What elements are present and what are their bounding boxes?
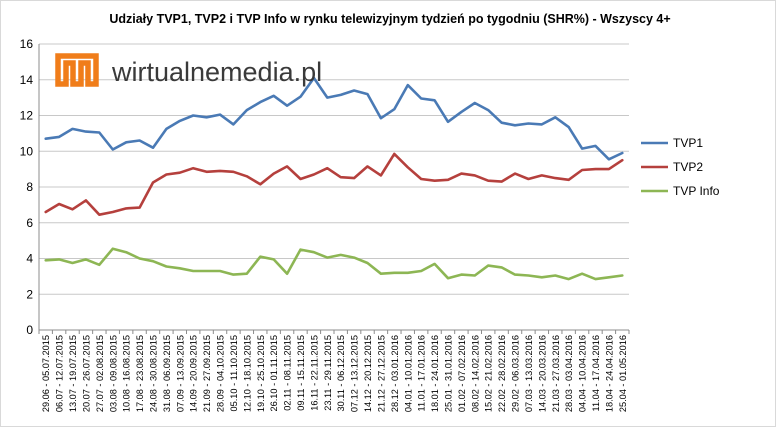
x-tick-label: 14.03 - 20.03.2016: [537, 335, 547, 412]
x-tick-label: 20.07 - 26.07.2015: [81, 335, 91, 412]
x-tick-label: 07.09 - 13.09.2015: [175, 335, 185, 412]
x-tick-label: 13.07 - 19.07.2015: [68, 335, 78, 412]
x-tick-label: 22.02 - 28.02.2016: [497, 335, 507, 412]
x-tick-label: 28.03 - 03.04.2016: [564, 335, 574, 412]
x-tick-label: 04.04 - 10.04.2016: [578, 335, 588, 412]
series-line-tvp1: [44, 76, 624, 161]
series-line-tvp2: [44, 152, 624, 216]
legend-label-tvp2: TVP2: [673, 160, 703, 174]
x-tick-label: 21.12 - 27.12.2015: [376, 335, 386, 412]
y-tick-label: 4: [26, 252, 33, 266]
y-tick-label: 0: [26, 323, 33, 337]
x-tick-label: 11.04 - 17.04.2016: [591, 335, 601, 411]
x-tick-label: 06.07 - 12.07.2015: [55, 335, 65, 412]
x-tick-label: 03.08 - 09.08.2015: [108, 335, 118, 412]
x-tick-label: 25.01 - 31.01.2016: [443, 335, 453, 412]
watermark-text: wirtualnemedia.pl: [111, 57, 322, 87]
y-tick-label: 6: [26, 216, 33, 230]
y-tick-label: 8: [26, 180, 33, 194]
wirtualnemedia-logo-icon: [55, 53, 99, 87]
x-tick-label: 07.12 - 13.12.2015: [350, 335, 360, 412]
x-tick-label: 02.11 - 08.11.2015: [283, 335, 293, 411]
x-tick-label: 28.12 - 03.01.2016: [390, 335, 400, 412]
x-tick-label: 12.10 - 18.10.2015: [242, 335, 252, 412]
x-tick-label: 04.01 - 10.01.2016: [403, 335, 413, 412]
series-line-tvp-info: [44, 247, 624, 281]
x-tick-label: 27.07 - 02.08.2015: [95, 335, 105, 412]
x-tick-label: 19.10 - 25.10.2015: [256, 335, 266, 412]
x-tick-label: 05.10 - 11.10.2015: [229, 335, 239, 411]
x-tick-label: 29.02 - 06.03.2016: [511, 335, 521, 412]
chart-title: Udziały TVP1, TVP2 i TVP Info w rynku te…: [109, 12, 670, 26]
x-tick-label: 21.09 - 27.09.2015: [202, 335, 212, 412]
x-tick-label: 10.08 - 16.08.2015: [122, 335, 132, 412]
x-tick-label: 24.08 - 30.08.2015: [148, 335, 158, 412]
x-tick-label: 15.02 - 21.02.2016: [484, 335, 494, 412]
x-tick-label: 07.03 - 13.03.2016: [524, 335, 534, 412]
y-tick-label: 14: [20, 73, 34, 87]
y-tick-label: 12: [20, 109, 34, 123]
x-tick-label: 29.06 - 05.07.2015: [41, 335, 51, 412]
legend: TVP1 TVP2 TVP Info: [641, 136, 720, 198]
x-tick-label: 09.11 - 15.11.2015: [296, 335, 306, 411]
watermark-logo: wirtualnemedia.pl: [55, 53, 322, 87]
x-tick-label: 18.01 - 24.01.2016: [430, 335, 440, 412]
x-tick-label: 11.01 - 17.01.2016: [417, 335, 427, 411]
x-tick-label: 17.08 - 23.08.2015: [135, 335, 145, 412]
legend-label-tvp1: TVP1: [673, 136, 703, 150]
x-tick-label: 30.11 - 06.12.2015: [336, 335, 346, 411]
x-tick-label: 25.04 - 01.05.2016: [618, 335, 628, 412]
x-tick-label: 28.09 - 04.10.2015: [216, 335, 226, 412]
x-tick-label: 08.02 - 14.02.2016: [470, 335, 480, 412]
x-tick-label: 01.02 - 07.02.2016: [457, 335, 467, 412]
y-tick-label: 16: [20, 37, 34, 51]
x-tick-label: 14.09 - 20.09.2015: [189, 335, 199, 412]
y-tick-label: 2: [26, 287, 33, 301]
x-tick-label: 26.10 - 01.11.2015: [269, 335, 279, 411]
x-tick-label: 21.03 - 27.03.2016: [551, 335, 561, 412]
plot-area: 0 2 4 6 8 10 12 14 16 29.06 - 05.07.2015 06.07 - 1…: [20, 37, 630, 412]
x-tick-label: 31.08 - 06.09.2015: [162, 335, 172, 412]
x-tick-label: 16.11 - 22.11.2015: [309, 335, 319, 411]
x-tick-label: 23.11 - 29.11.2015: [323, 335, 333, 411]
x-tick-label: 14.12 - 20.12.2015: [363, 335, 373, 412]
legend-label-tvp-info: TVP Info: [673, 184, 720, 198]
y-tick-label: 10: [20, 144, 34, 158]
x-tick-label: 18.04 - 24.04.2016: [604, 335, 614, 412]
